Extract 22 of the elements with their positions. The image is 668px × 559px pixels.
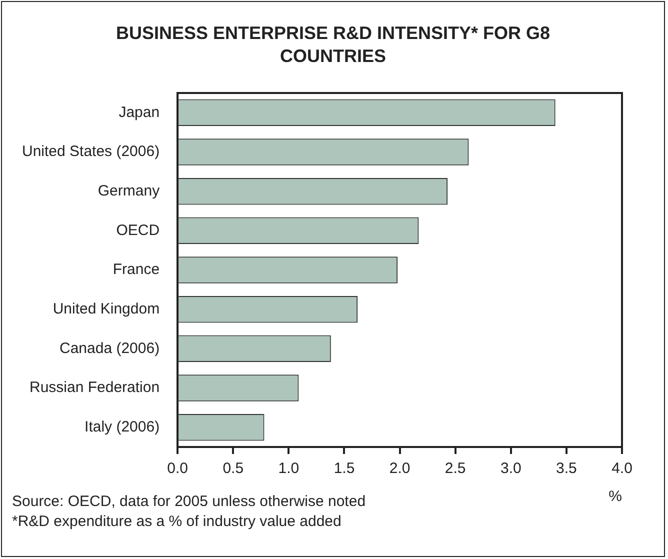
y-tick-label: Canada (2006) <box>60 340 160 357</box>
x-tick-label: 4.0 <box>612 460 632 478</box>
y-tick-label: Russian Federation <box>30 379 160 396</box>
source-note: Source: OECD, data for 2005 unless otherwise noted <box>12 493 366 510</box>
x-tick-label: 1.0 <box>278 460 300 478</box>
x-tick-label: 0.5 <box>222 460 244 478</box>
x-axis-title: % <box>608 488 622 506</box>
y-tick-label: OECD <box>116 222 160 239</box>
chart-title: BUSINESS ENTERPRISE R&D INTENSITY* FOR G8 COUNTRIES <box>114 22 552 68</box>
y-tick-label: Germany <box>98 182 160 200</box>
x-tick-label: 0.0 <box>167 460 188 478</box>
text: *R&D expenditure as a % of industry value added <box>12 512 342 532</box>
y-tick-label: United Kingdom <box>52 300 160 318</box>
x-tick-label: 2.0 <box>389 460 410 478</box>
x-tick-label: 3.0 <box>500 460 522 478</box>
y-tick-label: Japan <box>118 104 160 121</box>
x-tick-label: 1.5 <box>334 460 355 478</box>
y-tick-label: United States (2006) <box>22 143 160 160</box>
x-tick-label: 2.5 <box>444 460 466 478</box>
y-tick-label: France <box>112 261 160 278</box>
y-tick-label: Italy (2006) <box>84 418 160 436</box>
x-tick-label: 3.5 <box>556 460 577 478</box>
